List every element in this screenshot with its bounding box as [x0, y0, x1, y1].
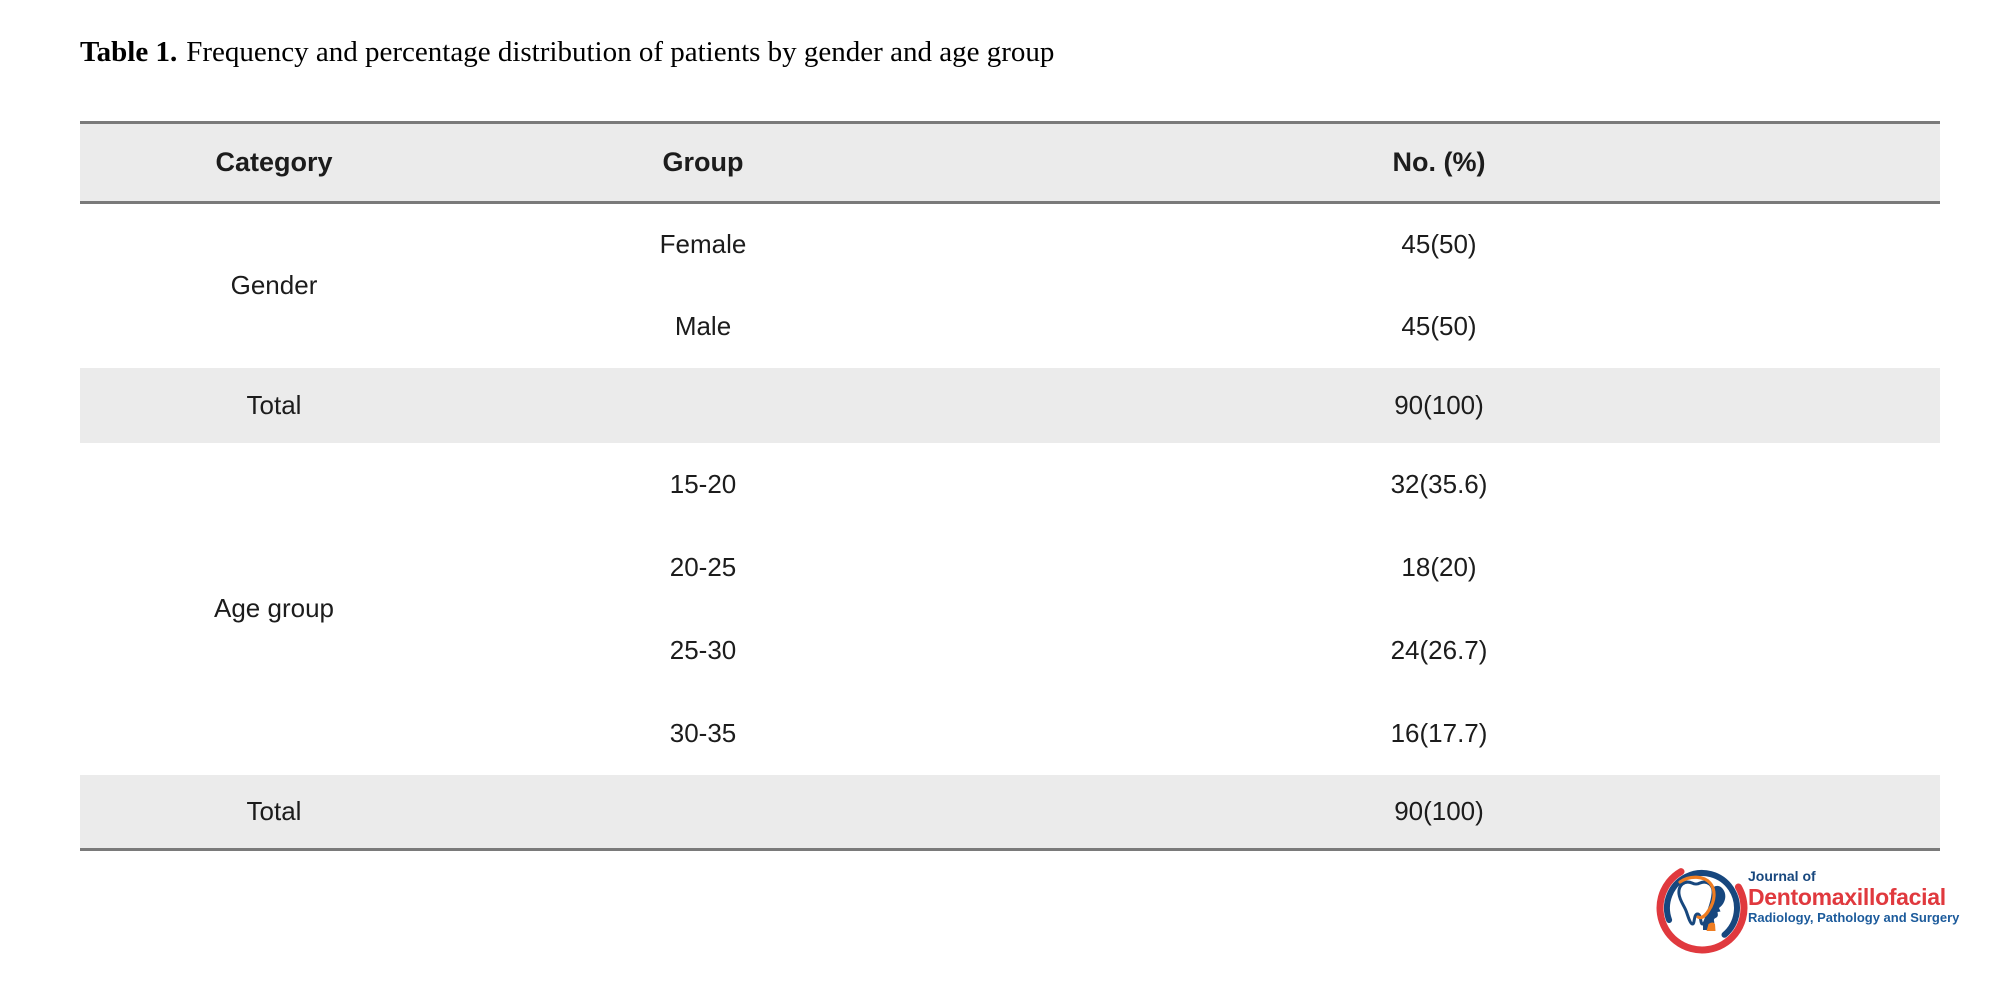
table-row: Gender Female 45(50)	[80, 203, 1940, 300]
group-cell-20-25: 20-25	[669, 551, 737, 582]
table-row: 25-30 24(26.7)	[80, 609, 1940, 692]
journal-subtitle: Radiology, Pathology and Surgery	[1748, 910, 1960, 925]
group-cell-male: Male	[674, 311, 732, 341]
column-header-group: Group	[468, 122, 938, 204]
value-cell-male: 45(50)	[1401, 311, 1477, 341]
age-total-row: Total 90(100)	[80, 774, 1940, 850]
category-cell-gender: Gender	[230, 270, 318, 301]
journal-prefix: Journal of	[1748, 868, 1816, 884]
table-header-row: Category Group No. (%)	[80, 122, 1940, 204]
table-row: Age group 15-20 32(35.6)	[80, 443, 1940, 624]
group-cell-25-30: 25-30	[669, 634, 737, 665]
table-caption-text: Frequency and percentage distribution of…	[186, 36, 1055, 68]
value-cell-30-35: 16(17.7)	[1390, 717, 1488, 748]
value-cell-15-20: 32(35.6)	[1390, 468, 1488, 499]
frequency-table: Category Group No. (%) Gender Female 45(…	[80, 121, 1940, 851]
value-cell-female: 45(50)	[1401, 229, 1477, 260]
total-value-age: 90(100)	[1394, 795, 1484, 826]
group-cell-15-20: 15-20	[669, 468, 737, 499]
journal-name: Dentomaxillofacial	[1748, 884, 1946, 910]
journal-logo-text: Journal of Dentomaxillofacial Radiology,…	[1748, 858, 1959, 925]
table-caption-label: Table 1.	[80, 36, 178, 68]
gender-total-row: Total 90(100)	[80, 367, 1940, 443]
table-row: 30-35 16(17.7)	[80, 692, 1940, 775]
table-row: Male 45(50)	[80, 286, 1940, 368]
table-row: 20-25 18(20)	[80, 526, 1940, 609]
value-cell-25-30: 24(26.7)	[1390, 634, 1488, 665]
journal-logo-icon	[1656, 868, 1748, 954]
total-value-gender: 90(100)	[1394, 389, 1484, 420]
group-cell-30-35: 30-35	[669, 717, 737, 748]
journal-logo: Journal of Dentomaxillofacial Radiology,…	[1652, 858, 1959, 958]
category-cell-age-group: Age group	[214, 593, 334, 623]
total-label-gender: Total	[246, 389, 302, 420]
total-empty-cell	[468, 368, 938, 443]
value-cell-20-25: 18(20)	[1401, 551, 1477, 582]
column-header-no-pct: No. (%)	[938, 122, 1940, 204]
total-label-age: Total	[246, 795, 302, 826]
group-cell-female: Female	[659, 229, 747, 260]
total-empty-cell	[468, 775, 938, 850]
column-header-category: Category	[80, 122, 468, 204]
table-caption: Table 1. Frequency and percentage distrib…	[80, 36, 1054, 69]
